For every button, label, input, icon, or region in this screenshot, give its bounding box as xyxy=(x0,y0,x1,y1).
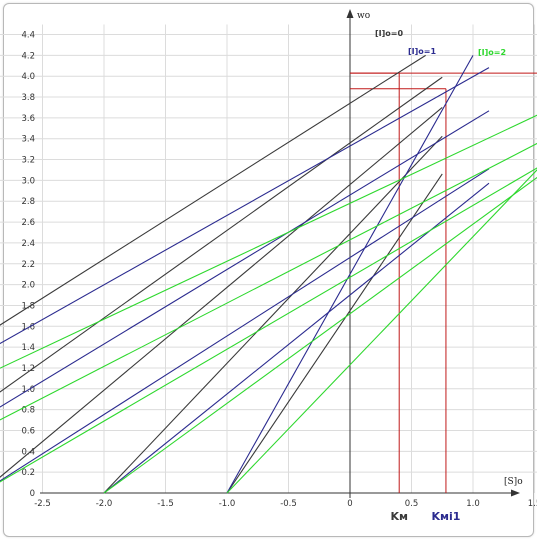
k-label: Kмi1 xyxy=(431,510,460,523)
grid xyxy=(0,24,537,493)
y-tick-label: 3.2 xyxy=(21,156,35,166)
y-tick-label: 0.4 xyxy=(21,447,35,457)
y-tick-label: 2.4 xyxy=(21,239,35,249)
x-tick-labels: -5.0-4.5-4.0-3.5-3.0-2.5-2.0-1.5-1.0-0.5… xyxy=(34,499,537,509)
x-axis-title: [S]o xyxy=(504,477,523,487)
x-axis-arrow xyxy=(511,489,520,497)
y-tick-label: 2.8 xyxy=(21,197,35,207)
series-line xyxy=(0,67,490,345)
series-line xyxy=(0,110,490,408)
y-axis-arrow xyxy=(346,9,354,18)
y-tick-label: 4.2 xyxy=(21,51,35,61)
series-line xyxy=(226,169,537,494)
y-tick-label: 3.8 xyxy=(21,93,35,103)
series-line xyxy=(0,54,426,326)
y-tick-label: 4.0 xyxy=(21,72,35,82)
x-tick-label: 0 xyxy=(347,499,352,509)
k-label: Kм xyxy=(390,510,408,523)
series-line xyxy=(103,182,490,494)
series-line xyxy=(103,176,537,494)
series-line xyxy=(0,142,537,421)
y-tick-label: 1.2 xyxy=(21,364,35,374)
series-labels: [I]o=0 [I]o=1 [I]o=2 xyxy=(375,29,506,57)
x-tick-label: 0.5 xyxy=(405,499,419,509)
x-tick-label: -1.0 xyxy=(219,499,236,509)
y-axis-title: wo xyxy=(357,11,370,21)
y-tick-labels: 00.20.40.60.81.01.21.41.61.82.02.22.42.6… xyxy=(21,31,35,499)
y-tick-label: 1.8 xyxy=(21,301,35,311)
x-tick-label: -0.5 xyxy=(280,499,297,509)
y-tick-label: 1.4 xyxy=(21,343,35,353)
y-tick-label: 2.2 xyxy=(21,260,35,270)
y-tick-label: 0 xyxy=(30,489,35,499)
series-line xyxy=(0,76,443,393)
series-label: [I]o=0 xyxy=(375,29,403,38)
y-tick-label: 3.6 xyxy=(21,114,35,124)
series-line xyxy=(103,135,443,494)
x-tick-label: 1.5 xyxy=(528,499,537,509)
y-tick-label: 3.4 xyxy=(21,135,35,145)
x-tick-label: -2.0 xyxy=(96,499,113,509)
series-lines xyxy=(0,54,537,494)
x-tick-label: 1.0 xyxy=(466,499,480,509)
y-tick-label: 0.6 xyxy=(21,426,35,436)
series-line xyxy=(226,55,474,494)
y-tick-label: 2.6 xyxy=(21,218,35,228)
k-labels: KмKмi1Kмi2 xyxy=(390,510,460,523)
series-line xyxy=(0,107,443,478)
axes xyxy=(40,9,520,498)
x-tick-label: -2.5 xyxy=(34,499,51,509)
series-line xyxy=(226,173,443,494)
series-line xyxy=(0,114,537,369)
y-tick-label: 3.0 xyxy=(21,176,35,186)
series-line xyxy=(0,168,490,482)
y-tick-label: 4.4 xyxy=(21,31,35,41)
series-label: [I]o=1 xyxy=(408,47,436,56)
y-tick-label: 0.8 xyxy=(21,406,35,416)
x-tick-label: -1.5 xyxy=(157,499,174,509)
y-tick-label: 2.0 xyxy=(21,281,35,291)
series-line xyxy=(0,167,537,483)
series-label: [I]o=2 xyxy=(478,48,506,57)
y-tick-label: 0.2 xyxy=(21,468,35,478)
